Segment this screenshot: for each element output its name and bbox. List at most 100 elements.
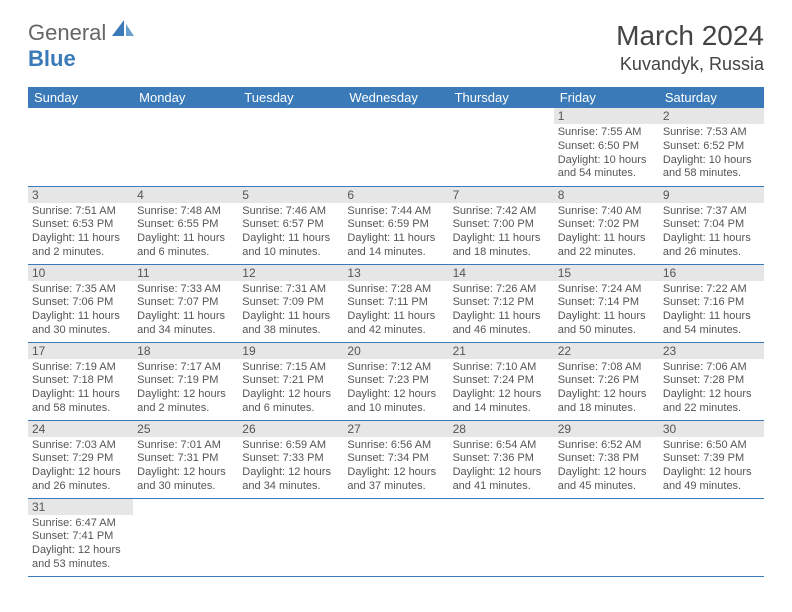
daylight-line: Daylight: 10 hours and 54 minutes. <box>558 154 655 182</box>
day-number: 25 <box>133 421 238 437</box>
day-number: 18 <box>133 343 238 359</box>
day-header-row: SundayMondayTuesdayWednesdayThursdayFrid… <box>28 87 764 108</box>
sunset-line: Sunset: 7:09 PM <box>242 296 339 310</box>
calendar-empty <box>554 498 659 576</box>
day-number: 27 <box>343 421 448 437</box>
sunrise-line: Sunrise: 6:52 AM <box>558 439 655 453</box>
sunrise-line: Sunrise: 7:40 AM <box>558 205 655 219</box>
calendar-day: 16Sunrise: 7:22 AMSunset: 7:16 PMDayligh… <box>659 264 764 342</box>
day-data: Sunrise: 7:24 AMSunset: 7:14 PMDaylight:… <box>554 281 659 341</box>
day-data: Sunrise: 7:26 AMSunset: 7:12 PMDaylight:… <box>449 281 554 341</box>
day-number: 9 <box>659 187 764 203</box>
sunset-line: Sunset: 7:29 PM <box>32 452 129 466</box>
sunrise-line: Sunrise: 7:55 AM <box>558 126 655 140</box>
logo-text-blue: Blue <box>28 46 76 71</box>
sunset-line: Sunset: 7:19 PM <box>137 374 234 388</box>
calendar-week: 10Sunrise: 7:35 AMSunset: 7:06 PMDayligh… <box>28 264 764 342</box>
daylight-line: Daylight: 11 hours and 54 minutes. <box>663 310 760 338</box>
title-block: March 2024 Kuvandyk, Russia <box>616 20 764 75</box>
daylight-line: Daylight: 12 hours and 41 minutes. <box>453 466 550 494</box>
sunset-line: Sunset: 7:23 PM <box>347 374 444 388</box>
day-number: 12 <box>238 265 343 281</box>
day-header: Monday <box>133 87 238 108</box>
calendar-day: 8Sunrise: 7:40 AMSunset: 7:02 PMDaylight… <box>554 186 659 264</box>
sunset-line: Sunset: 7:26 PM <box>558 374 655 388</box>
sunrise-line: Sunrise: 7:03 AM <box>32 439 129 453</box>
sunset-line: Sunset: 7:31 PM <box>137 452 234 466</box>
day-number: 1 <box>554 108 659 124</box>
day-data: Sunrise: 6:59 AMSunset: 7:33 PMDaylight:… <box>238 437 343 497</box>
day-data: Sunrise: 7:03 AMSunset: 7:29 PMDaylight:… <box>28 437 133 497</box>
sunset-line: Sunset: 7:41 PM <box>32 530 129 544</box>
sunrise-line: Sunrise: 7:06 AM <box>663 361 760 375</box>
day-header: Sunday <box>28 87 133 108</box>
daylight-line: Daylight: 11 hours and 30 minutes. <box>32 310 129 338</box>
sunset-line: Sunset: 6:53 PM <box>32 218 129 232</box>
daylight-line: Daylight: 11 hours and 50 minutes. <box>558 310 655 338</box>
calendar-day: 12Sunrise: 7:31 AMSunset: 7:09 PMDayligh… <box>238 264 343 342</box>
sunrise-line: Sunrise: 7:17 AM <box>137 361 234 375</box>
day-data: Sunrise: 7:40 AMSunset: 7:02 PMDaylight:… <box>554 203 659 263</box>
sunset-line: Sunset: 7:24 PM <box>453 374 550 388</box>
day-number: 4 <box>133 187 238 203</box>
day-number: 22 <box>554 343 659 359</box>
calendar-day: 21Sunrise: 7:10 AMSunset: 7:24 PMDayligh… <box>449 342 554 420</box>
day-data: Sunrise: 7:15 AMSunset: 7:21 PMDaylight:… <box>238 359 343 419</box>
day-number: 13 <box>343 265 448 281</box>
calendar-day: 7Sunrise: 7:42 AMSunset: 7:00 PMDaylight… <box>449 186 554 264</box>
calendar-empty <box>449 498 554 576</box>
day-data: Sunrise: 7:01 AMSunset: 7:31 PMDaylight:… <box>133 437 238 497</box>
page-header: General March 2024 Kuvandyk, Russia <box>28 20 764 75</box>
sunrise-line: Sunrise: 7:08 AM <box>558 361 655 375</box>
day-data: Sunrise: 7:51 AMSunset: 6:53 PMDaylight:… <box>28 203 133 263</box>
calendar-day: 4Sunrise: 7:48 AMSunset: 6:55 PMDaylight… <box>133 186 238 264</box>
calendar-week: 31Sunrise: 6:47 AMSunset: 7:41 PMDayligh… <box>28 498 764 576</box>
logo: General <box>28 20 136 46</box>
sunset-line: Sunset: 6:57 PM <box>242 218 339 232</box>
sunset-line: Sunset: 7:02 PM <box>558 218 655 232</box>
day-number: 3 <box>28 187 133 203</box>
daylight-line: Daylight: 12 hours and 10 minutes. <box>347 388 444 416</box>
calendar-week: 17Sunrise: 7:19 AMSunset: 7:18 PMDayligh… <box>28 342 764 420</box>
day-number: 5 <box>238 187 343 203</box>
sunset-line: Sunset: 7:00 PM <box>453 218 550 232</box>
daylight-line: Daylight: 12 hours and 34 minutes. <box>242 466 339 494</box>
daylight-line: Daylight: 11 hours and 26 minutes. <box>663 232 760 260</box>
month-title: March 2024 <box>616 20 764 52</box>
day-number: 6 <box>343 187 448 203</box>
sunrise-line: Sunrise: 7:35 AM <box>32 283 129 297</box>
day-data: Sunrise: 7:12 AMSunset: 7:23 PMDaylight:… <box>343 359 448 419</box>
daylight-line: Daylight: 12 hours and 6 minutes. <box>242 388 339 416</box>
calendar-day: 15Sunrise: 7:24 AMSunset: 7:14 PMDayligh… <box>554 264 659 342</box>
daylight-line: Daylight: 11 hours and 22 minutes. <box>558 232 655 260</box>
daylight-line: Daylight: 11 hours and 34 minutes. <box>137 310 234 338</box>
sunrise-line: Sunrise: 6:56 AM <box>347 439 444 453</box>
day-data: Sunrise: 7:28 AMSunset: 7:11 PMDaylight:… <box>343 281 448 341</box>
sunrise-line: Sunrise: 6:54 AM <box>453 439 550 453</box>
sunrise-line: Sunrise: 7:31 AM <box>242 283 339 297</box>
sunset-line: Sunset: 7:33 PM <box>242 452 339 466</box>
daylight-line: Daylight: 11 hours and 2 minutes. <box>32 232 129 260</box>
day-number: 11 <box>133 265 238 281</box>
sunrise-line: Sunrise: 7:28 AM <box>347 283 444 297</box>
calendar-day: 10Sunrise: 7:35 AMSunset: 7:06 PMDayligh… <box>28 264 133 342</box>
calendar-empty <box>133 108 238 186</box>
calendar-day: 14Sunrise: 7:26 AMSunset: 7:12 PMDayligh… <box>449 264 554 342</box>
daylight-line: Daylight: 12 hours and 22 minutes. <box>663 388 760 416</box>
daylight-line: Daylight: 11 hours and 58 minutes. <box>32 388 129 416</box>
sunrise-line: Sunrise: 7:19 AM <box>32 361 129 375</box>
sunset-line: Sunset: 7:11 PM <box>347 296 444 310</box>
calendar-empty <box>28 108 133 186</box>
daylight-line: Daylight: 11 hours and 6 minutes. <box>137 232 234 260</box>
calendar-empty <box>343 108 448 186</box>
day-data: Sunrise: 6:47 AMSunset: 7:41 PMDaylight:… <box>28 515 133 575</box>
day-data: Sunrise: 7:46 AMSunset: 6:57 PMDaylight:… <box>238 203 343 263</box>
day-number: 30 <box>659 421 764 437</box>
sunset-line: Sunset: 6:52 PM <box>663 140 760 154</box>
calendar-day: 18Sunrise: 7:17 AMSunset: 7:19 PMDayligh… <box>133 342 238 420</box>
sunrise-line: Sunrise: 6:47 AM <box>32 517 129 531</box>
day-data: Sunrise: 7:48 AMSunset: 6:55 PMDaylight:… <box>133 203 238 263</box>
sunset-line: Sunset: 7:39 PM <box>663 452 760 466</box>
calendar-day: 27Sunrise: 6:56 AMSunset: 7:34 PMDayligh… <box>343 420 448 498</box>
sunrise-line: Sunrise: 7:37 AM <box>663 205 760 219</box>
